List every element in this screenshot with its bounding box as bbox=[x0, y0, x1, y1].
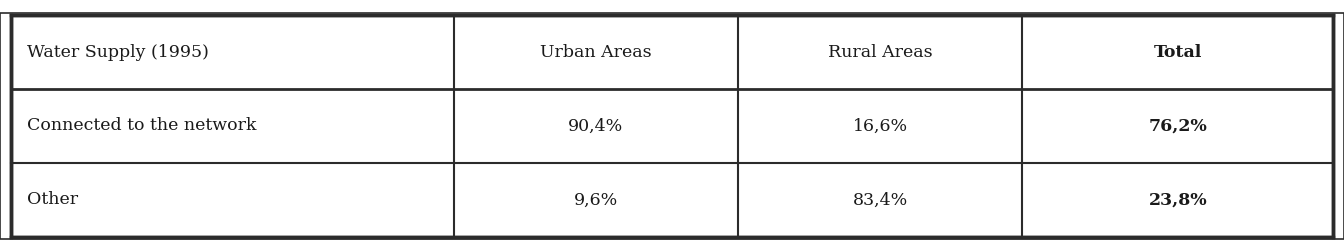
Text: 90,4%: 90,4% bbox=[569, 117, 624, 135]
Text: Total: Total bbox=[1153, 44, 1202, 60]
Text: 83,4%: 83,4% bbox=[852, 192, 909, 208]
Text: 16,6%: 16,6% bbox=[852, 117, 907, 135]
Text: 9,6%: 9,6% bbox=[574, 192, 618, 208]
Text: Urban Areas: Urban Areas bbox=[540, 44, 652, 60]
Bar bbox=[0, 13, 1344, 239]
Text: Water Supply (1995): Water Supply (1995) bbox=[27, 44, 208, 60]
Text: 76,2%: 76,2% bbox=[1149, 117, 1207, 135]
Bar bbox=[11, 15, 1333, 237]
Text: Connected to the network: Connected to the network bbox=[27, 117, 257, 135]
Text: Rural Areas: Rural Areas bbox=[828, 44, 933, 60]
Text: 23,8%: 23,8% bbox=[1149, 192, 1207, 208]
Text: Other: Other bbox=[27, 192, 78, 208]
